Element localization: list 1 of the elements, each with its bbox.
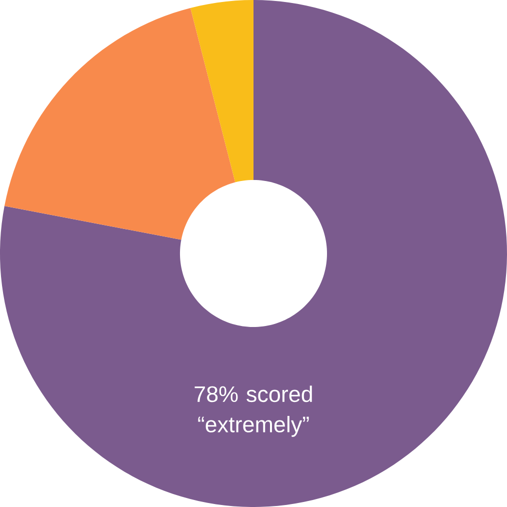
text: 78% scored “extremely” [194, 386, 312, 437]
